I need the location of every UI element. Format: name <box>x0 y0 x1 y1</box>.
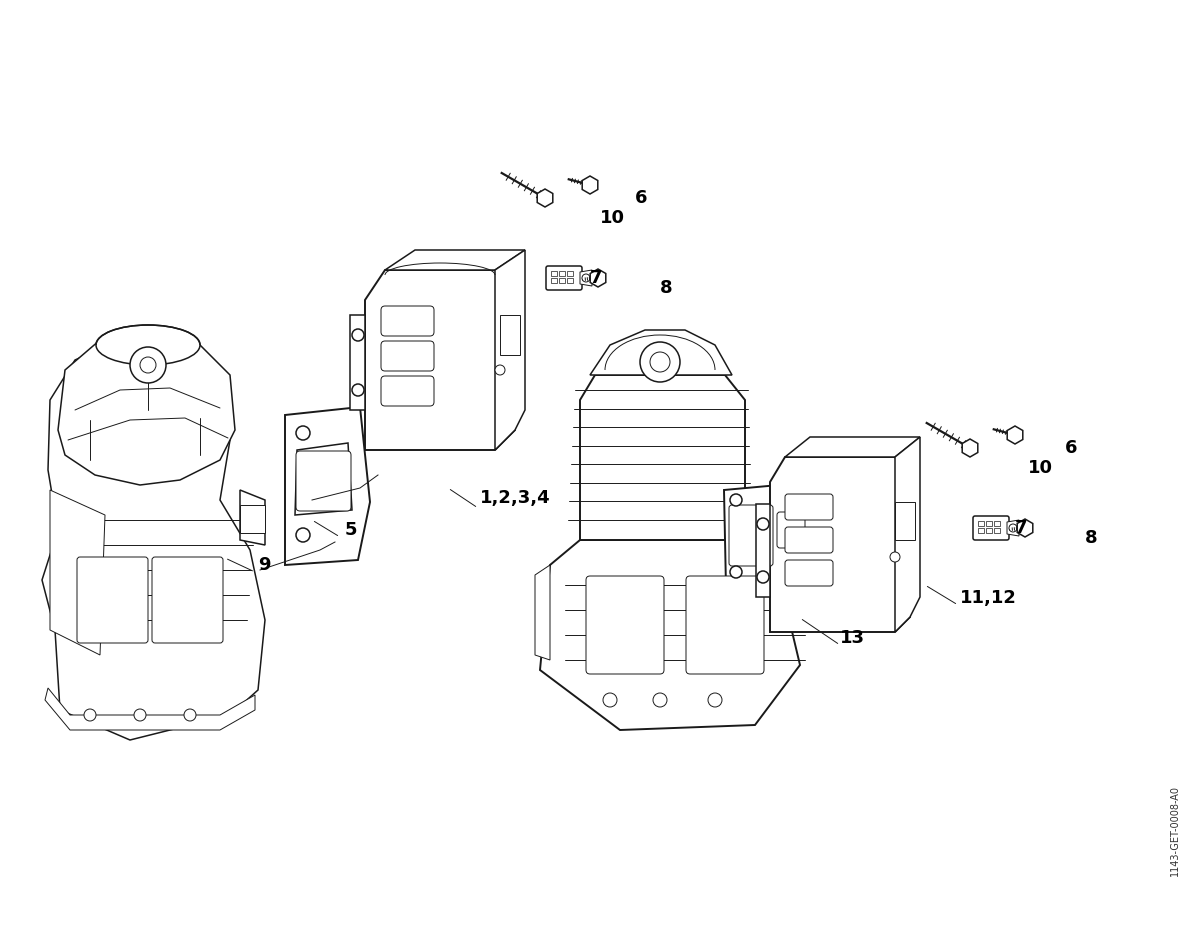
Polygon shape <box>58 332 235 485</box>
Bar <box>978 528 984 533</box>
Polygon shape <box>496 250 526 450</box>
Polygon shape <box>590 330 732 375</box>
Bar <box>895 502 916 540</box>
Polygon shape <box>1018 519 1033 537</box>
Circle shape <box>640 342 680 382</box>
Bar <box>568 278 574 283</box>
Circle shape <box>582 274 590 282</box>
FancyBboxPatch shape <box>586 576 664 674</box>
Polygon shape <box>50 490 106 655</box>
Polygon shape <box>756 504 770 597</box>
Polygon shape <box>582 176 598 194</box>
Polygon shape <box>240 490 265 545</box>
Text: 9: 9 <box>258 556 270 574</box>
Bar <box>500 315 520 355</box>
FancyBboxPatch shape <box>973 516 1009 540</box>
Circle shape <box>352 384 364 396</box>
Circle shape <box>130 347 166 383</box>
Circle shape <box>140 357 156 373</box>
Polygon shape <box>286 407 370 565</box>
Circle shape <box>890 552 900 562</box>
Polygon shape <box>350 315 365 410</box>
Circle shape <box>296 426 310 440</box>
Circle shape <box>650 352 670 372</box>
Circle shape <box>757 518 769 530</box>
Text: 11,12: 11,12 <box>960 589 1016 607</box>
Ellipse shape <box>96 325 200 365</box>
Text: 10: 10 <box>600 209 625 227</box>
Circle shape <box>134 709 146 721</box>
Text: 7: 7 <box>1015 519 1027 537</box>
FancyBboxPatch shape <box>382 341 434 371</box>
Polygon shape <box>540 540 800 730</box>
Bar <box>994 521 1000 526</box>
Polygon shape <box>580 270 592 286</box>
Text: 10: 10 <box>1028 459 1054 477</box>
Bar <box>986 528 992 533</box>
Text: 7: 7 <box>590 269 602 287</box>
Polygon shape <box>775 505 808 555</box>
Circle shape <box>604 693 617 707</box>
FancyBboxPatch shape <box>778 512 805 548</box>
Circle shape <box>730 566 742 578</box>
Polygon shape <box>962 439 978 457</box>
Bar <box>568 271 574 276</box>
Polygon shape <box>385 250 526 270</box>
FancyBboxPatch shape <box>77 557 148 643</box>
Circle shape <box>352 329 364 341</box>
Polygon shape <box>46 688 256 730</box>
Bar <box>994 528 1000 533</box>
Bar <box>559 271 565 276</box>
Polygon shape <box>538 189 553 207</box>
Bar <box>240 505 265 533</box>
Circle shape <box>496 365 505 375</box>
Polygon shape <box>42 340 265 740</box>
Polygon shape <box>295 443 352 515</box>
Circle shape <box>653 693 667 707</box>
FancyBboxPatch shape <box>382 376 434 406</box>
Text: 1143-GET-0008-A0: 1143-GET-0008-A0 <box>1170 784 1180 875</box>
Bar <box>978 521 984 526</box>
Text: 8: 8 <box>1085 529 1098 547</box>
Circle shape <box>184 709 196 721</box>
Circle shape <box>296 528 310 542</box>
FancyBboxPatch shape <box>686 576 764 674</box>
Bar <box>986 521 992 526</box>
Polygon shape <box>785 437 920 457</box>
Text: 1,2,3,4: 1,2,3,4 <box>480 489 551 507</box>
Text: 8: 8 <box>660 279 673 297</box>
FancyBboxPatch shape <box>785 527 833 553</box>
Polygon shape <box>895 437 920 632</box>
Text: 5: 5 <box>346 521 358 539</box>
FancyBboxPatch shape <box>546 266 582 290</box>
FancyBboxPatch shape <box>382 306 434 336</box>
Polygon shape <box>580 375 745 540</box>
Circle shape <box>1009 524 1018 532</box>
FancyBboxPatch shape <box>296 451 352 511</box>
Text: 13: 13 <box>840 629 865 647</box>
Circle shape <box>757 571 769 583</box>
FancyBboxPatch shape <box>152 557 223 643</box>
FancyBboxPatch shape <box>785 560 833 586</box>
Circle shape <box>708 693 722 707</box>
Polygon shape <box>1007 520 1019 536</box>
Bar <box>559 278 565 283</box>
Polygon shape <box>535 565 550 660</box>
Circle shape <box>84 709 96 721</box>
FancyBboxPatch shape <box>785 494 833 520</box>
Circle shape <box>730 494 742 506</box>
Polygon shape <box>1007 426 1022 444</box>
Polygon shape <box>724 485 782 588</box>
Polygon shape <box>590 269 606 287</box>
Bar <box>551 271 557 276</box>
Polygon shape <box>770 457 910 632</box>
Text: 6: 6 <box>635 189 648 207</box>
Text: 6: 6 <box>1066 439 1078 457</box>
Bar <box>551 278 557 283</box>
Polygon shape <box>365 270 515 450</box>
FancyBboxPatch shape <box>730 505 773 566</box>
